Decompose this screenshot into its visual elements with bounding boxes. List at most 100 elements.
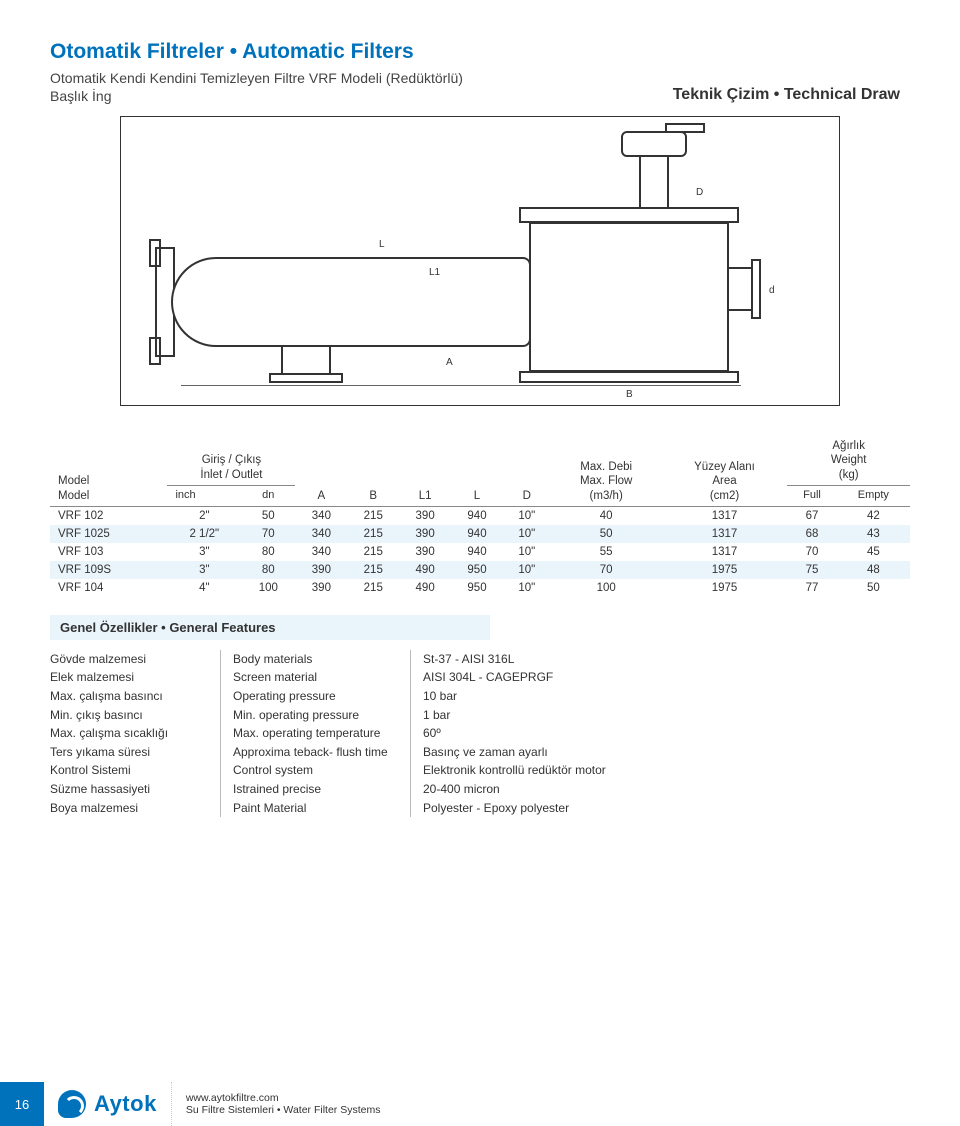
- table-cell: 10": [503, 579, 551, 597]
- dim-label-L1: L1: [429, 267, 440, 278]
- table-cell: 4": [167, 579, 241, 597]
- table-cell: 390: [399, 506, 451, 525]
- page-number: 16: [0, 1082, 44, 1126]
- feature-value: Elektronik kontrollü redüktör motor: [423, 761, 898, 780]
- table-cell: 340: [295, 543, 347, 561]
- table-cell: 2 1/2": [167, 525, 241, 543]
- table-cell: 10": [503, 525, 551, 543]
- feature-value: 1 bar: [423, 706, 898, 725]
- technical-draw-title: Teknik Çizim • Technical Draw: [50, 86, 900, 104]
- table-cell: 43: [837, 525, 910, 543]
- feature-label-tr: Min. çıkış basıncı: [50, 706, 208, 725]
- feature-value: 20-400 micron: [423, 780, 898, 799]
- table-cell: 215: [347, 506, 399, 525]
- table-cell: 1975: [662, 579, 788, 597]
- table-cell: 48: [837, 561, 910, 579]
- table-cell: 50: [241, 506, 295, 525]
- table-cell: 40: [551, 506, 662, 525]
- table-cell: VRF 104: [50, 579, 167, 597]
- table-cell: 10": [503, 561, 551, 579]
- logo-text: Aytok: [94, 1091, 157, 1117]
- th-B: B: [347, 436, 399, 506]
- feature-label-tr: Max. çalışma sıcaklığı: [50, 724, 208, 743]
- feature-value: 10 bar: [423, 687, 898, 706]
- subtitle-1: Otomatik Kendi Kendini Temizleyen Filtre…: [50, 70, 910, 86]
- table-cell: 215: [347, 561, 399, 579]
- feature-value: St-37 - AISI 316L: [423, 650, 898, 669]
- table-cell: 77: [787, 579, 836, 597]
- table-cell: 1317: [662, 525, 788, 543]
- table-cell: 100: [551, 579, 662, 597]
- table-cell: 50: [837, 579, 910, 597]
- table-row: VRF 1044"10039021549095010"10019757750: [50, 579, 910, 597]
- dim-label-A: A: [446, 357, 453, 368]
- table-cell: 215: [347, 525, 399, 543]
- table-cell: 3": [167, 561, 241, 579]
- table-cell: 390: [399, 543, 451, 561]
- table-cell: 490: [399, 579, 451, 597]
- table-cell: 390: [399, 525, 451, 543]
- table-cell: 390: [295, 561, 347, 579]
- dim-label-d: d: [769, 285, 775, 296]
- th-empty: Empty: [837, 486, 910, 507]
- table-cell: 10": [503, 543, 551, 561]
- feature-label-tr: Gövde malzemesi: [50, 650, 208, 669]
- table-row: VRF 109S3"8039021549095010"7019757548: [50, 561, 910, 579]
- table-cell: 2": [167, 506, 241, 525]
- table-cell: 42: [837, 506, 910, 525]
- table-cell: 215: [347, 543, 399, 561]
- features-grid: Gövde malzemesiElek malzemesiMax. çalışm…: [50, 650, 910, 817]
- table-cell: 215: [347, 579, 399, 597]
- page-footer: 16 Aytok www.aytokfiltre.com Su Filtre S…: [0, 1082, 960, 1126]
- table-cell: 940: [451, 525, 503, 543]
- table-cell: 10": [503, 506, 551, 525]
- table-row: VRF 1033"8034021539094010"5513177045: [50, 543, 910, 561]
- table-cell: 340: [295, 506, 347, 525]
- feature-label-tr: Elek malzemesi: [50, 668, 208, 687]
- dim-label-D: D: [696, 187, 703, 198]
- table-cell: 80: [241, 543, 295, 561]
- th-L1: L1: [399, 436, 451, 506]
- table-cell: 70: [551, 561, 662, 579]
- feature-label-en: Body materials: [233, 650, 398, 669]
- table-cell: 55: [551, 543, 662, 561]
- table-cell: 340: [295, 525, 347, 543]
- technical-drawing: L L1 A B D d: [120, 116, 840, 406]
- table-cell: 45: [837, 543, 910, 561]
- th-model: Model Model: [50, 436, 167, 506]
- table-cell: 1317: [662, 506, 788, 525]
- th-dn: dn: [241, 486, 295, 507]
- feature-value: 60º: [423, 724, 898, 743]
- footer-url: www.aytokfiltre.com: [186, 1092, 381, 1104]
- th-D: D: [503, 436, 551, 506]
- table-cell: 1317: [662, 543, 788, 561]
- table-row: VRF 10252 1/2"7034021539094010"501317684…: [50, 525, 910, 543]
- th-flow: Max. Debi Max. Flow (m3/h): [551, 436, 662, 506]
- table-cell: 950: [451, 579, 503, 597]
- dim-label-B: B: [626, 389, 633, 400]
- feature-value: Polyester - Epoxy polyester: [423, 799, 898, 818]
- footer-tagline: Su Filtre Sistemleri • Water Filter Syst…: [186, 1104, 381, 1116]
- feature-label-en: Control system: [233, 761, 398, 780]
- table-cell: 950: [451, 561, 503, 579]
- table-cell: 940: [451, 543, 503, 561]
- table-cell: 75: [787, 561, 836, 579]
- feature-label-en: Paint Material: [233, 799, 398, 818]
- table-cell: VRF 109S: [50, 561, 167, 579]
- logo-swirl-icon: [58, 1090, 86, 1118]
- feature-label-tr: Max. çalışma basıncı: [50, 687, 208, 706]
- feature-label-tr: Süzme hassasiyeti: [50, 780, 208, 799]
- feature-label-en: Min. operating pressure: [233, 706, 398, 725]
- feature-label-en: Screen material: [233, 668, 398, 687]
- th-area: Yüzey Alanı Area (cm2): [662, 436, 788, 506]
- features-heading: Genel Özellikler • General Features: [50, 615, 490, 640]
- feature-label-tr: Kontrol Sistemi: [50, 761, 208, 780]
- page-title: Otomatik Filtreler • Automatic Filters: [50, 40, 910, 64]
- feature-label-en: Istrained precise: [233, 780, 398, 799]
- table-cell: 68: [787, 525, 836, 543]
- table-cell: 80: [241, 561, 295, 579]
- th-inch: inch: [167, 486, 241, 507]
- table-cell: VRF 1025: [50, 525, 167, 543]
- feature-value: AISI 304L - CAGEPRGF: [423, 668, 898, 687]
- dim-label-L: L: [379, 239, 385, 250]
